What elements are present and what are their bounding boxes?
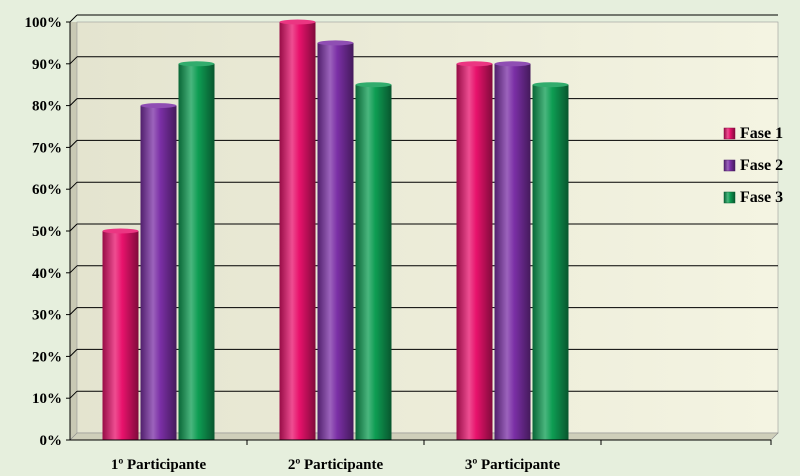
gridline-side	[69, 390, 78, 399]
bar	[279, 19, 316, 440]
bar-body	[317, 42, 354, 441]
y-tick-label: 60%	[32, 182, 62, 198]
bar	[102, 228, 139, 440]
y-tick-label: 70%	[32, 140, 62, 156]
bar	[494, 61, 531, 441]
bar	[355, 82, 392, 440]
bar-body	[178, 63, 215, 441]
x-tick-label: 1º Participante	[111, 457, 207, 473]
bar-top	[279, 19, 316, 25]
bar	[532, 82, 569, 440]
gridline-side	[69, 56, 78, 65]
bar-body	[279, 22, 316, 440]
y-tick-label: 50%	[32, 224, 62, 240]
y-tick-label: 100%	[25, 15, 63, 31]
y-tick-label: 40%	[32, 266, 62, 282]
legend-item: Fase 3	[723, 189, 783, 206]
y-tick-label: 20%	[32, 349, 62, 365]
y-tick-label: 80%	[32, 99, 62, 115]
bar-top	[317, 40, 354, 46]
bar-top	[494, 61, 531, 67]
gridline-side	[69, 14, 78, 23]
gridline-side	[69, 307, 78, 315]
bar-body	[532, 84, 569, 440]
legend-item: Fase 1	[723, 125, 783, 142]
legend-swatch	[723, 191, 736, 204]
gridline-side	[69, 265, 78, 274]
bar-top	[355, 82, 392, 88]
gridline-side	[69, 223, 78, 232]
bar	[456, 61, 493, 441]
legend-label: Fase 3	[740, 189, 783, 206]
x-tick-label: 2º Participante	[288, 457, 384, 473]
bar-body	[140, 105, 177, 440]
legend-swatch	[723, 127, 736, 140]
bar-body	[355, 84, 392, 440]
gridline-side	[69, 181, 78, 190]
bar-body	[456, 63, 493, 441]
y-tick-label: 10%	[32, 391, 62, 407]
gridline-side	[69, 140, 78, 148]
y-tick-label: 0%	[40, 433, 63, 449]
bar-body	[102, 231, 139, 440]
bar	[317, 40, 354, 441]
legend-label: Fase 2	[740, 157, 783, 174]
bar	[140, 103, 177, 440]
gridline-side	[69, 98, 78, 106]
x-tick-label: 3º Participante	[465, 457, 561, 473]
bar-top	[140, 103, 177, 109]
y-tick-label: 90%	[32, 57, 62, 73]
bar-body	[494, 63, 531, 441]
gridline-side	[69, 349, 78, 357]
bar-top	[178, 61, 215, 67]
bar-top	[102, 228, 139, 234]
bar-top	[456, 61, 493, 67]
legend-swatch	[723, 159, 736, 172]
legend-item: Fase 2	[723, 157, 783, 174]
y-tick-label: 30%	[32, 308, 62, 324]
bar-top	[532, 82, 569, 88]
legend-label: Fase 1	[740, 125, 783, 142]
chart-side-wall	[70, 22, 77, 440]
bar	[178, 61, 215, 441]
